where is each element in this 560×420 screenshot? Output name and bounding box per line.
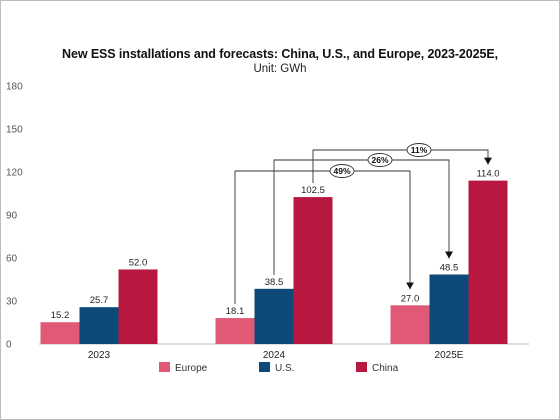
growth-badge	[406, 143, 432, 157]
bar-europe-2024	[215, 318, 255, 344]
y-tick-label: 0	[6, 340, 12, 351]
chart-title: New ESS installations and forecasts: Chi…	[62, 47, 498, 61]
y-tick-label: 60	[6, 254, 18, 265]
x-tick-label: 2025E	[435, 350, 464, 361]
x-tick-label: 2024	[263, 350, 286, 361]
title-block: New ESS installations and forecasts: Chi…	[1, 47, 559, 75]
legend-swatch-us	[259, 362, 270, 372]
bar-value-label: 18.1	[226, 306, 245, 317]
bar-value-label: 48.5	[440, 262, 459, 273]
bar-us-2023	[79, 307, 119, 344]
growth-connector-us	[273, 159, 453, 275]
bar-value-label: 114.0	[476, 169, 499, 180]
growth-connector-china	[312, 149, 492, 184]
bar-value-label: 52.0	[129, 257, 148, 268]
growth-badge-label: 26%	[371, 155, 388, 165]
growth-badge-label: 49%	[333, 166, 350, 176]
bar-value-label: 27.0	[401, 293, 420, 304]
growth-badge-label: 11%	[411, 145, 428, 155]
bar-us-2024	[254, 288, 294, 344]
legend-swatch-china	[356, 362, 367, 372]
bar-value-label: 25.7	[90, 295, 109, 306]
y-tick-label: 120	[6, 168, 23, 179]
bar-value-label: 38.5	[265, 277, 284, 288]
bar-china-2024	[293, 197, 333, 344]
bar-europe-2023	[40, 322, 80, 344]
legend-swatch-europe	[159, 362, 170, 372]
growth-badge	[367, 153, 393, 167]
bar-europe-2025e	[390, 305, 430, 344]
y-tick-label: 180	[6, 82, 23, 93]
legend-label: Europe	[175, 363, 208, 374]
y-tick-label: 150	[6, 125, 23, 136]
bar-us-2025e	[429, 274, 469, 344]
y-tick-label: 90	[6, 211, 18, 222]
growth-badge	[329, 164, 355, 178]
growth-connector-europe	[234, 170, 414, 305]
y-tick-label: 30	[6, 297, 18, 308]
bar-china-2023	[118, 269, 158, 344]
bar-china-2025e	[468, 180, 508, 344]
legend-label: China	[372, 363, 399, 374]
chart-subtitle: Unit: GWh	[253, 63, 307, 75]
x-tick-label: 2023	[88, 350, 111, 361]
bar-value-label: 102.5	[301, 185, 325, 196]
legend-label: U.S.	[275, 363, 294, 374]
bar-value-label: 15.2	[51, 310, 70, 321]
